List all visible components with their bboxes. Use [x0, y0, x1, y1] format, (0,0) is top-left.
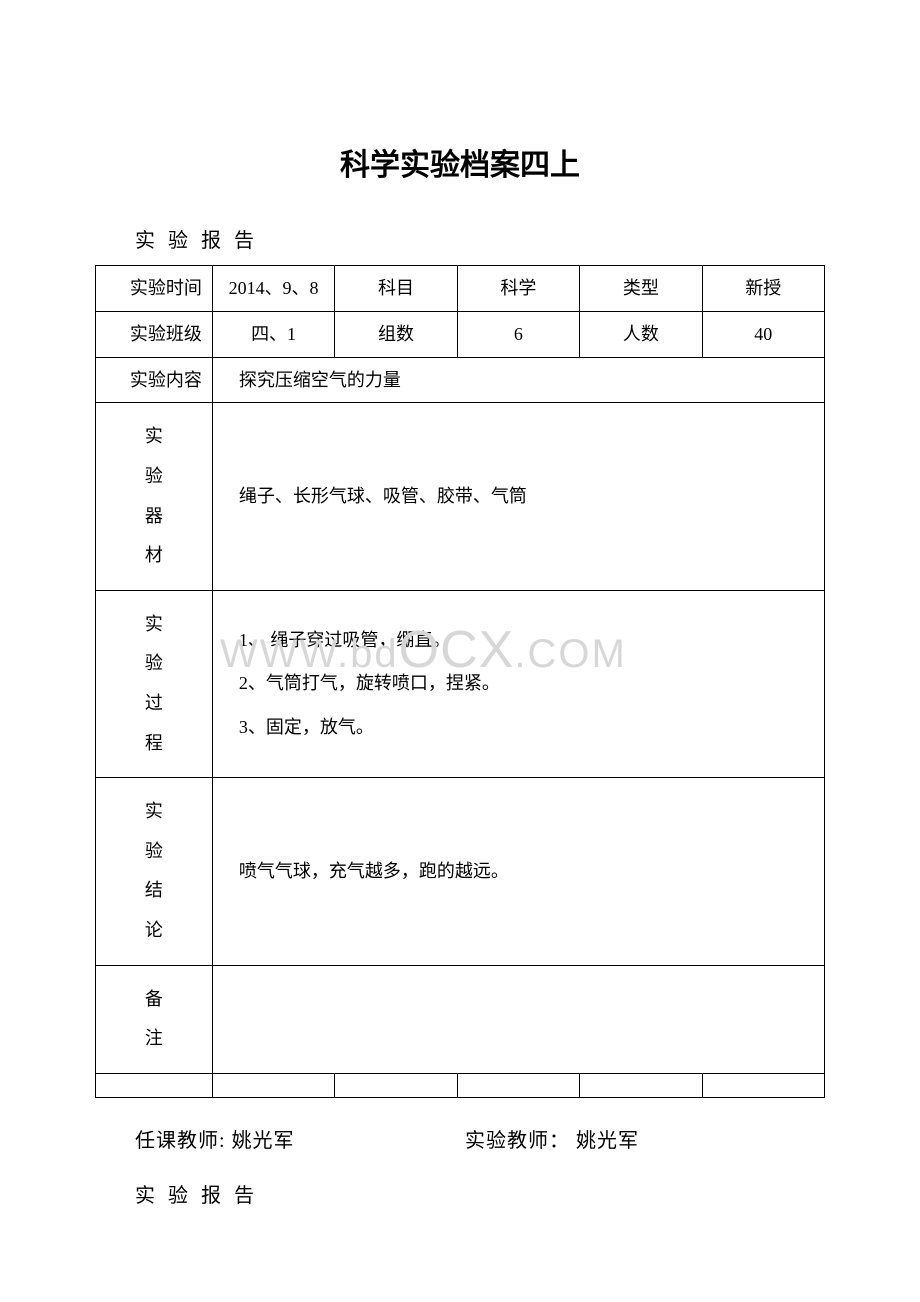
experiment-table: 实验时间 2014、9、8 科目 科学 类型 新授 实验班级 四、1 组数 6 … — [95, 265, 825, 1098]
report-heading-1: 实 验 报 告 — [135, 224, 825, 253]
cell-time-value: 2014、9、8 — [212, 266, 334, 312]
empty-cell — [457, 1073, 579, 1097]
table-row: 实验时间 2014、9、8 科目 科学 类型 新授 — [96, 266, 825, 312]
exp-teacher-value: 姚光军 — [576, 1130, 639, 1152]
table-row: 实 验 器 材 绳子、长形气球、吸管、胶带、气筒 — [96, 403, 825, 590]
empty-cell — [335, 1073, 457, 1097]
empty-cell — [702, 1073, 824, 1097]
cell-class-label: 实验班级 — [96, 311, 213, 357]
cell-equipment-label: 实 验 器 材 — [96, 403, 213, 590]
instructor-value: 姚光军 — [232, 1130, 295, 1152]
cell-time-label: 实验时间 — [96, 266, 213, 312]
instructor-label: 任课教师: — [135, 1130, 226, 1152]
cell-subject-value: 科学 — [457, 266, 579, 312]
cell-groups-label: 组数 — [335, 311, 457, 357]
cell-conclusion-label: 实 验 结 论 — [96, 778, 213, 965]
table-row — [96, 1073, 825, 1097]
table-row: 备 注 — [96, 965, 825, 1073]
cell-people-value: 40 — [702, 311, 824, 357]
page-title: 科学实验档案四上 — [95, 140, 825, 184]
instructor-teacher: 任课教师: 姚光军 — [135, 1124, 465, 1153]
table-row: 实验内容 探究压缩空气的力量 — [96, 357, 825, 403]
table-row: 实 验 结 论 喷气气球，充气越多，跑的越远。 — [96, 778, 825, 965]
cell-type-label: 类型 — [580, 266, 702, 312]
experiment-teacher: 实验教师： 姚光军 — [465, 1124, 639, 1153]
cell-class-value: 四、1 — [212, 311, 334, 357]
table-row: 实 验 过 程 1、 绳子穿过吸管，绷直。 2、气筒打气，旋转喷口，捏紧。 3、… — [96, 590, 825, 777]
report-heading-2: 实 验 报 告 — [135, 1179, 825, 1208]
cell-process-value: 1、 绳子穿过吸管，绷直。 2、气筒打气，旋转喷口，捏紧。 3、固定，放气。 — [212, 590, 824, 777]
cell-type-value: 新授 — [702, 266, 824, 312]
cell-notes-value — [212, 965, 824, 1073]
empty-cell — [580, 1073, 702, 1097]
cell-subject-label: 科目 — [335, 266, 457, 312]
empty-cell — [212, 1073, 334, 1097]
cell-process-label: 实 验 过 程 — [96, 590, 213, 777]
empty-cell — [96, 1073, 213, 1097]
cell-groups-value: 6 — [457, 311, 579, 357]
cell-content-value: 探究压缩空气的力量 — [212, 357, 824, 403]
cell-equipment-value: 绳子、长形气球、吸管、胶带、气筒 — [212, 403, 824, 590]
footer: 任课教师: 姚光军 实验教师： 姚光军 — [135, 1124, 825, 1153]
table-row: 实验班级 四、1 组数 6 人数 40 — [96, 311, 825, 357]
cell-notes-label: 备 注 — [96, 965, 213, 1073]
cell-people-label: 人数 — [580, 311, 702, 357]
cell-conclusion-value: 喷气气球，充气越多，跑的越远。 — [212, 778, 824, 965]
exp-teacher-label: 实验教师： — [465, 1130, 570, 1152]
cell-content-label: 实验内容 — [96, 357, 213, 403]
